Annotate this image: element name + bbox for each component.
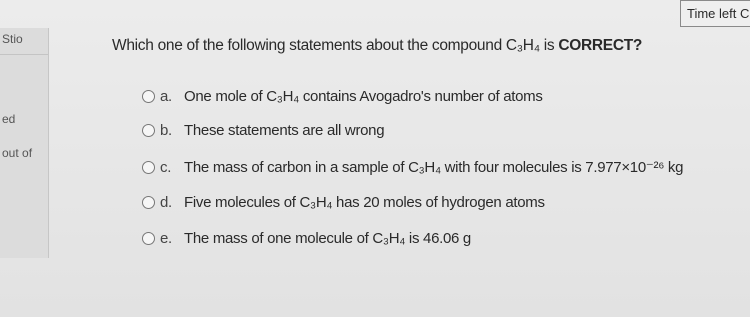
question-text: Which one of the following statements ab… bbox=[112, 37, 555, 54]
radio-button[interactable] bbox=[142, 196, 155, 209]
option[interactable]: c. The mass of carbon in a sample of C₃H₄… bbox=[142, 158, 683, 176]
option[interactable]: e. The mass of one molecule of C₃H₄ is 46… bbox=[142, 230, 471, 247]
option-letter: d. bbox=[160, 194, 172, 211]
option[interactable]: b. These statements are all wrong bbox=[142, 122, 385, 139]
option-text: The mass of one molecule of C₃H₄ is 46.0… bbox=[184, 230, 471, 247]
question: Which one of the following statements ab… bbox=[112, 37, 642, 55]
option-text: One mole of C₃H₄ contains Avogadro's num… bbox=[184, 88, 543, 105]
sidebar-text: Stio bbox=[2, 32, 23, 46]
radio-button[interactable] bbox=[142, 160, 155, 174]
option-letter: c. bbox=[160, 158, 172, 176]
sidebar-text: out of bbox=[2, 146, 33, 160]
sidebar: Stio ed out of bbox=[0, 28, 49, 258]
option-letter: a. bbox=[160, 88, 172, 105]
radio-button[interactable] bbox=[142, 90, 155, 103]
option-letter: b. bbox=[160, 122, 172, 139]
option-text: The mass of carbon in a sample of C₃H₄ w… bbox=[184, 159, 684, 176]
option-text: These statements are all wrong bbox=[184, 122, 385, 139]
radio-button[interactable] bbox=[142, 124, 155, 137]
option-letter: e. bbox=[160, 230, 172, 247]
divider bbox=[0, 54, 48, 55]
sidebar-text: ed bbox=[2, 112, 16, 126]
radio-button[interactable] bbox=[142, 232, 155, 245]
timer[interactable]: Time left C bbox=[680, 0, 750, 27]
option[interactable]: d. Five molecules of C₃H₄ has 20 moles of… bbox=[142, 194, 545, 211]
option-text: Five molecules of C₃H₄ has 20 moles of h… bbox=[184, 194, 545, 211]
option[interactable]: a. One mole of C₃H₄ contains Avogadro's n… bbox=[142, 88, 543, 105]
question-emphasis: CORRECT? bbox=[558, 37, 643, 54]
